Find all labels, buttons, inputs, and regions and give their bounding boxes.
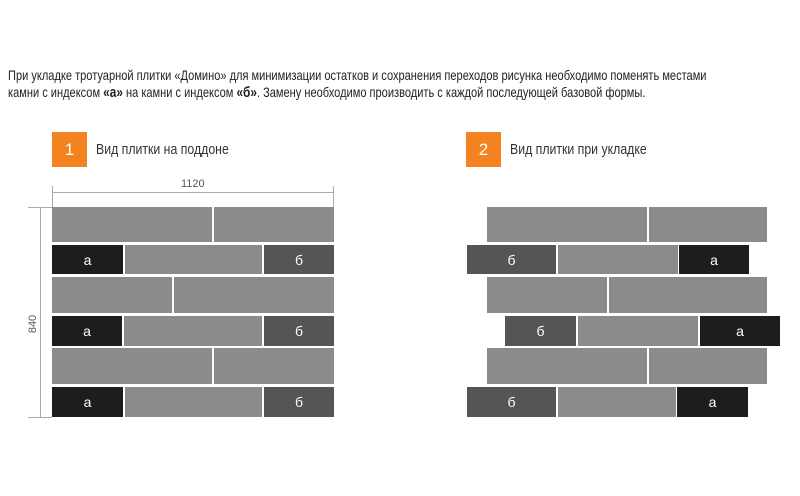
intro-text-part: на камни с индексом (122, 84, 237, 100)
width-label: 1120 (181, 178, 205, 190)
tile (125, 387, 262, 417)
intro-line-1: При укладке тротуарной плитки «Домино» д… (8, 67, 707, 83)
section-2-title: Вид плитки при укладке (510, 141, 647, 158)
intro-text: При укладке тротуарной плитки «Домино» д… (8, 67, 706, 101)
tile (52, 207, 212, 242)
section-1-badge: 1 (52, 132, 87, 167)
tile (558, 387, 676, 417)
intro-line-2: камни с индексом «а» на камни с индексом… (8, 84, 706, 101)
index-a: «а» (103, 84, 123, 101)
extension-line (28, 207, 52, 208)
tile-b: б (264, 316, 334, 346)
tile (578, 316, 698, 346)
tile-a: а (52, 387, 123, 417)
tile-a: а (679, 245, 749, 274)
index-b: «б» (236, 84, 257, 101)
tile-a: а (677, 387, 748, 417)
tile-b: б (264, 245, 334, 274)
height-label: 840 (27, 314, 40, 334)
section-1-title: Вид плитки на поддоне (96, 141, 229, 158)
tile (649, 348, 767, 384)
tile (558, 245, 678, 274)
tile-a: а (52, 245, 123, 274)
tile (609, 277, 767, 313)
tile-b: б (467, 245, 556, 274)
tile-b: б (505, 316, 576, 346)
tile (124, 316, 262, 346)
tile (174, 277, 334, 313)
tile (487, 277, 607, 313)
extension-line (28, 417, 52, 418)
tile-b: б (264, 387, 334, 417)
tile (487, 207, 647, 242)
height-dimension-line (40, 207, 41, 417)
tile (649, 207, 767, 242)
intro-text-part: камни с индексом (8, 84, 104, 100)
tile-a: а (52, 316, 122, 346)
intro-text-part: . Замену необходимо производить с каждой… (256, 84, 646, 100)
tile (487, 348, 647, 384)
tile (214, 207, 334, 242)
tile (52, 348, 212, 384)
extension-line (333, 186, 334, 207)
tile-b: б (467, 387, 556, 417)
tile (125, 245, 262, 274)
section-2-badge: 2 (466, 132, 501, 167)
tile (214, 348, 334, 384)
width-dimension-line (52, 192, 334, 193)
tile (52, 277, 172, 313)
tile-a: а (700, 316, 780, 346)
extension-line (52, 186, 53, 207)
